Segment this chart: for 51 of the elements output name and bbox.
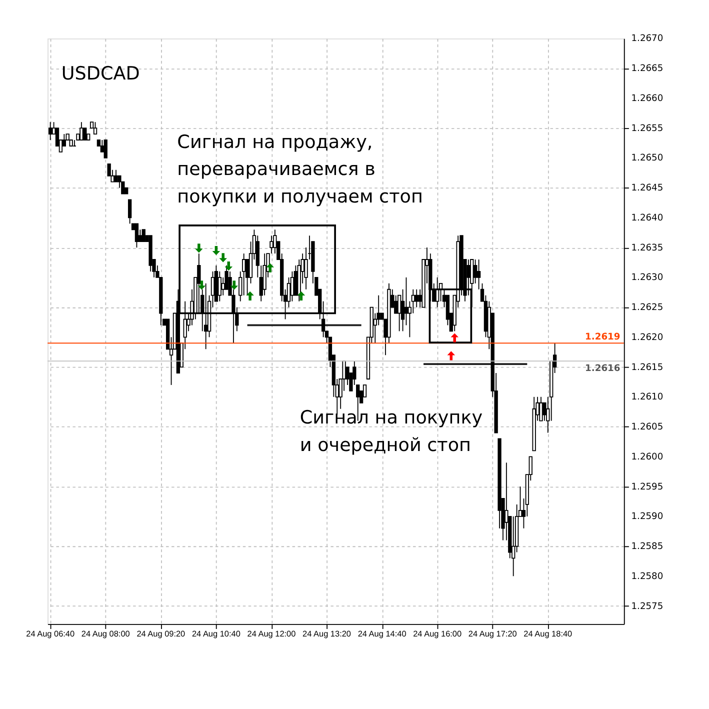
y-tick-label: 1.2625 <box>631 303 664 314</box>
x-tick-label: 24 Aug 08:00 <box>81 630 130 639</box>
candlestick <box>104 140 108 158</box>
candlestick <box>83 128 87 140</box>
y-tick-label: 1.2575 <box>631 602 664 612</box>
candlestick <box>142 229 146 242</box>
x-tick-label: 24 Aug 14:40 <box>358 630 407 639</box>
x-tick-label: 24 Aug 10:40 <box>192 630 241 639</box>
annotation: Сигнал на продажу, переварачиваемся в покупки и получаем стоп <box>177 132 423 208</box>
y-tick-label: 1.2660 <box>631 94 664 104</box>
y-tick-label: 1.2595 <box>631 482 664 492</box>
y-tick-label: 1.2580 <box>631 572 664 582</box>
y-tick-label: 1.2665 <box>631 64 664 74</box>
x-tick-label: 24 Aug 16:00 <box>413 630 462 639</box>
candlestick <box>204 282 208 350</box>
candlestick <box>93 122 98 134</box>
x-tick-label: 24 Aug 06:40 <box>26 630 75 639</box>
x-tick-label: 24 Aug 12:00 <box>247 630 296 639</box>
candlestick <box>114 169 118 182</box>
ref-line-label: 1.2616 <box>585 364 620 374</box>
x-tick-label: 24 Aug 18:40 <box>524 630 573 639</box>
y-tick-label: 1.2610 <box>631 392 664 403</box>
candlestick <box>197 253 201 314</box>
candlestick <box>404 276 408 326</box>
y-tick-label: 1.2590 <box>631 512 664 522</box>
candlestick <box>466 259 470 296</box>
y-tick-label: 1.2655 <box>631 124 664 134</box>
ref-line-label: 1.2619 <box>585 332 620 342</box>
y-tick-label: 1.2585 <box>631 542 664 552</box>
y-tick-label: 1.2605 <box>631 422 664 433</box>
candlestick <box>539 396 543 422</box>
y-tick-label: 1.2630 <box>631 273 664 284</box>
x-tick-label: 24 Aug 17:20 <box>468 630 518 639</box>
y-tick-label: 1.2640 <box>631 213 664 224</box>
candlestick <box>394 294 398 314</box>
candlestick <box>80 122 84 140</box>
y-tick-label: 1.2645 <box>631 184 664 194</box>
candlestick <box>48 122 52 140</box>
candlestick <box>134 223 139 248</box>
annotation: Сигнал на покупку и очередной стоп <box>300 407 483 456</box>
y-tick-label: 1.2620 <box>631 332 664 343</box>
y-tick-label: 1.2670 <box>631 34 664 44</box>
y-tick-label: 1.2650 <box>631 154 664 164</box>
annotation: USDCAD <box>61 64 140 85</box>
x-tick-label: 24 Aug 09:20 <box>136 630 186 639</box>
x-tick-label: 24 Aug 13:20 <box>302 630 352 639</box>
y-tick-label: 1.2600 <box>631 452 664 462</box>
y-tick-label: 1.2615 <box>631 362 664 373</box>
candlestick <box>218 270 222 302</box>
y-tick-label: 1.2635 <box>631 243 664 254</box>
candlestick <box>470 259 474 308</box>
